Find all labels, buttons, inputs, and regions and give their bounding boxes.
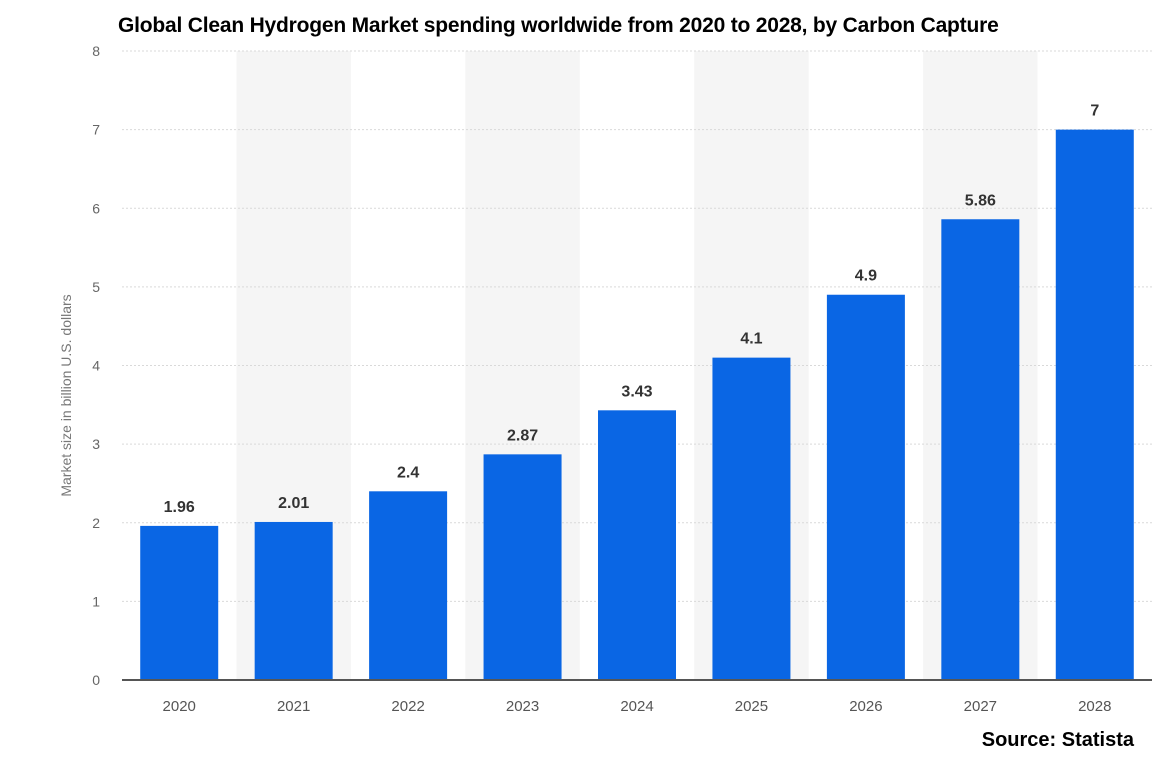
y-tick-label: 4 <box>92 358 100 374</box>
x-tick-label: 2025 <box>735 698 768 715</box>
data-label: 2.01 <box>278 495 309 512</box>
bar-2028 <box>1055 129 1134 680</box>
x-tick-label: 2023 <box>506 698 539 715</box>
y-tick-label: 8 <box>92 43 100 59</box>
y-tick-label: 0 <box>92 672 100 688</box>
data-label: 4.1 <box>740 331 762 348</box>
y-tick-label: 6 <box>92 200 100 216</box>
x-tick-label: 2020 <box>163 698 196 715</box>
bar-2023 <box>483 454 562 680</box>
x-tick-label: 2027 <box>964 698 997 715</box>
source-label: Source: Statista <box>981 729 1134 751</box>
x-tick-label: 2022 <box>391 698 424 715</box>
data-label: 4.9 <box>855 268 877 285</box>
y-tick-label: 3 <box>92 436 100 452</box>
bar-2027 <box>941 219 1020 680</box>
bars <box>140 129 1134 680</box>
data-label: 1.96 <box>164 499 195 516</box>
y-tick-label: 5 <box>92 279 100 295</box>
x-tick-label: 2021 <box>277 698 310 715</box>
data-label: 7 <box>1090 103 1099 120</box>
y-tick-label: 1 <box>92 593 100 609</box>
bar-2025 <box>712 357 791 680</box>
x-tick-label: 2024 <box>620 698 653 715</box>
data-labels: 1.96 2.01 2.4 2.87 3.43 4.1 4.9 5.86 7 <box>164 103 1100 516</box>
bar-2020 <box>140 525 219 680</box>
data-label: 3.43 <box>621 383 652 400</box>
bar-2024 <box>598 410 676 680</box>
x-axis-ticks: 2020 2021 2022 2023 2024 2025 2026 2027 2028 <box>163 698 1112 715</box>
bar-2022 <box>369 491 448 680</box>
y-tick-label: 7 <box>92 122 100 138</box>
bar-2021 <box>254 521 333 680</box>
data-label: 5.86 <box>965 192 996 209</box>
data-label: 2.4 <box>397 464 419 481</box>
y-tick-label: 2 <box>92 515 100 531</box>
x-tick-label: 2026 <box>849 698 882 715</box>
y-axis-title: Market size in billion U.S. dollars <box>58 294 74 496</box>
y-axis-ticks: 0 1 2 3 4 5 6 7 8 <box>92 43 100 688</box>
data-label: 2.87 <box>507 427 538 444</box>
x-tick-label: 2028 <box>1078 698 1111 715</box>
bar-2026 <box>826 294 905 680</box>
chart-title: Global Clean Hydrogen Market spending wo… <box>118 14 999 37</box>
